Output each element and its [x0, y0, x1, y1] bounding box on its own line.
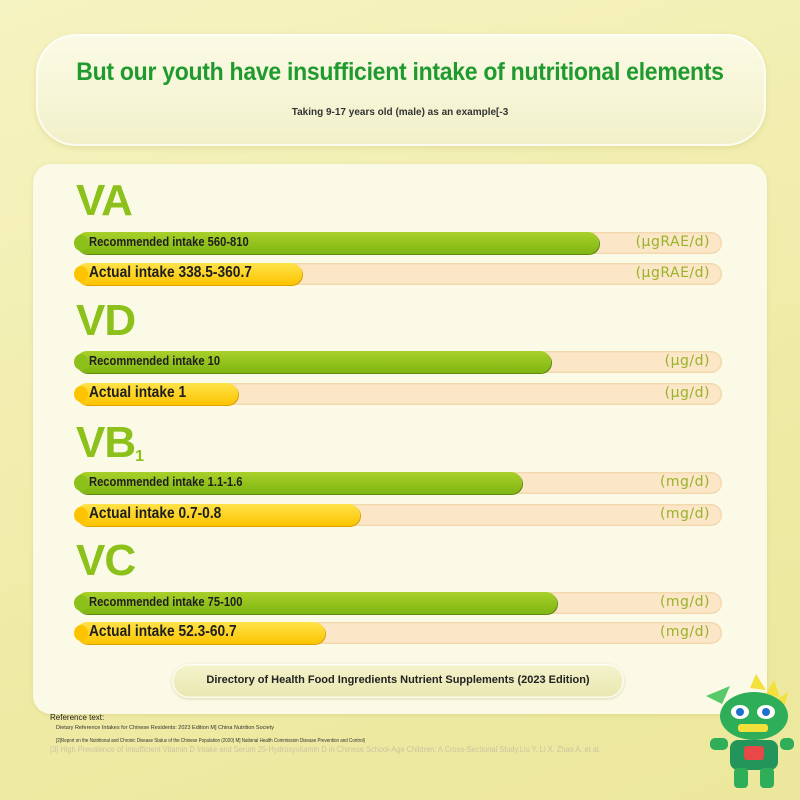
recommended-bar-track: Recommended intake 75-100 (mg/d)	[74, 592, 722, 614]
bullet-dot-icon	[74, 386, 88, 402]
recommended-bar-track: Recommended intake 560-810 (μgRAE/d)	[74, 232, 722, 254]
nutrient-name: VB	[76, 418, 136, 467]
reference-line-1: Dietary Reference Intakes for Chinese Re…	[56, 725, 274, 731]
nutrient-label: VD	[76, 296, 136, 346]
bullet-dot-icon	[74, 595, 88, 611]
recommended-intake-label: Recommended intake 1.1-1.6	[89, 474, 243, 489]
actual-intake-bar	[76, 504, 360, 526]
actual-bar-track: Actual intake 1 (μg/d)	[74, 383, 722, 405]
nutrient-label: VB1	[76, 418, 144, 468]
actual-intake-bar	[76, 622, 325, 644]
actual-intake-label: Actual intake 1	[89, 384, 187, 401]
title-card	[36, 34, 766, 146]
unit-label: (μgRAE/d)	[635, 265, 710, 281]
recommended-intake-bar	[76, 232, 599, 254]
unit-label: (mg/d)	[659, 594, 710, 610]
actual-intake-bar	[76, 383, 238, 405]
unit-label: (mg/d)	[659, 474, 710, 490]
actual-intake-label: Actual intake 338.5-360.7	[89, 264, 252, 281]
nutrient-name: VC	[76, 536, 136, 585]
actual-bar-track: Actual intake 0.7-0.8 (mg/d)	[74, 504, 722, 526]
unit-label: (mg/d)	[659, 624, 710, 640]
actual-bar-track: Actual intake 338.5-360.7 (μgRAE/d)	[74, 263, 722, 285]
source-pill: Directory of Health Food Ingredients Nut…	[172, 664, 624, 698]
recommended-intake-bar	[76, 351, 551, 373]
nutrient-label: VC	[76, 536, 136, 586]
reference-line-2: [2]Report on the Nutritional and Chronic…	[56, 738, 366, 744]
recommended-intake-bar	[76, 592, 557, 614]
unit-label: (μg/d)	[664, 385, 710, 401]
bullet-dot-icon	[74, 507, 88, 523]
recommended-bar-track: Recommended intake 1.1-1.6 (mg/d)	[74, 472, 722, 494]
recommended-intake-label: Recommended intake 75-100	[89, 594, 243, 609]
recommended-bar-track: Recommended intake 10 (μg/d)	[74, 351, 722, 373]
robot-mascot-icon	[706, 674, 794, 788]
nutrient-name: VD	[76, 296, 136, 345]
bullet-dot-icon	[74, 354, 88, 370]
page-title: But our youth have insufficient intake o…	[76, 58, 724, 86]
nutrient-subscript: 1	[135, 448, 144, 465]
references-title: Reference text:	[50, 713, 105, 722]
bullet-dot-icon	[74, 235, 88, 251]
unit-label: (mg/d)	[659, 506, 710, 522]
actual-intake-label: Actual intake 0.7-0.8	[89, 505, 222, 522]
bullet-dot-icon	[74, 625, 88, 641]
bullet-dot-icon	[74, 475, 88, 491]
reference-line-3: [3] High Prevalence of Insufficient Vita…	[50, 745, 601, 754]
actual-intake-bar	[76, 263, 302, 285]
unit-label: (μgRAE/d)	[635, 234, 710, 250]
nutrient-name: VA	[76, 176, 133, 225]
actual-intake-label: Actual intake 52.3-60.7	[89, 623, 237, 640]
recommended-intake-label: Recommended intake 10	[89, 353, 221, 368]
source-text: Directory of Health Food Ingredients Nut…	[206, 674, 590, 686]
page-subtitle: Taking 9-17 years old (male) as an examp…	[291, 107, 509, 118]
recommended-intake-label: Recommended intake 560-810	[89, 234, 249, 249]
unit-label: (μg/d)	[664, 353, 710, 369]
nutrient-label: VA	[76, 176, 133, 226]
actual-bar-track: Actual intake 52.3-60.7 (mg/d)	[74, 622, 722, 644]
recommended-intake-bar	[76, 472, 522, 494]
bullet-dot-icon	[74, 266, 88, 282]
